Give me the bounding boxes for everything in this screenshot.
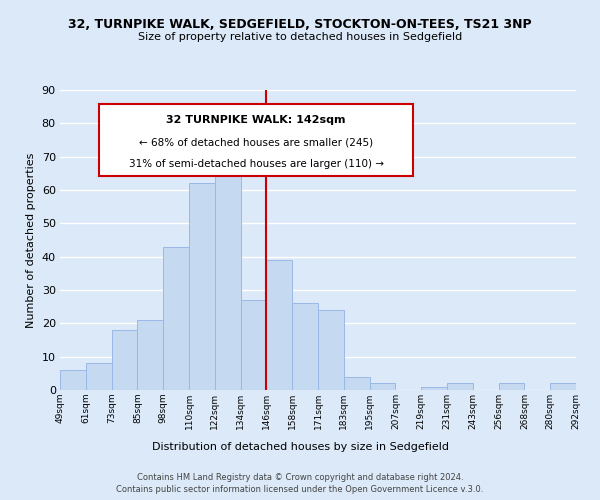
Bar bbox=[344, 376, 370, 390]
Y-axis label: Number of detached properties: Number of detached properties bbox=[26, 152, 36, 328]
Bar bbox=[137, 320, 163, 390]
Text: 32 TURNPIKE WALK: 142sqm: 32 TURNPIKE WALK: 142sqm bbox=[166, 115, 346, 125]
Bar bbox=[112, 330, 137, 390]
Text: 32, TURNPIKE WALK, SEDGEFIELD, STOCKTON-ON-TEES, TS21 3NP: 32, TURNPIKE WALK, SEDGEFIELD, STOCKTON-… bbox=[68, 18, 532, 30]
Text: Contains HM Land Registry data © Crown copyright and database right 2024.: Contains HM Land Registry data © Crown c… bbox=[137, 472, 463, 482]
Bar bbox=[86, 364, 112, 390]
Bar bbox=[60, 370, 86, 390]
Bar bbox=[266, 260, 292, 390]
Bar bbox=[189, 184, 215, 390]
Bar bbox=[499, 384, 524, 390]
Text: Contains public sector information licensed under the Open Government Licence v.: Contains public sector information licen… bbox=[116, 485, 484, 494]
Bar bbox=[370, 384, 395, 390]
Text: Size of property relative to detached houses in Sedgefield: Size of property relative to detached ho… bbox=[138, 32, 462, 42]
Bar bbox=[447, 384, 473, 390]
Bar bbox=[241, 300, 266, 390]
Text: 31% of semi-detached houses are larger (110) →: 31% of semi-detached houses are larger (… bbox=[128, 158, 383, 168]
Bar bbox=[163, 246, 189, 390]
Bar bbox=[292, 304, 318, 390]
Bar bbox=[421, 386, 447, 390]
Bar bbox=[550, 384, 576, 390]
Text: Distribution of detached houses by size in Sedgefield: Distribution of detached houses by size … bbox=[151, 442, 449, 452]
Text: ← 68% of detached houses are smaller (245): ← 68% of detached houses are smaller (24… bbox=[139, 138, 373, 148]
Bar bbox=[215, 154, 241, 390]
FancyBboxPatch shape bbox=[98, 104, 413, 176]
Bar bbox=[318, 310, 344, 390]
